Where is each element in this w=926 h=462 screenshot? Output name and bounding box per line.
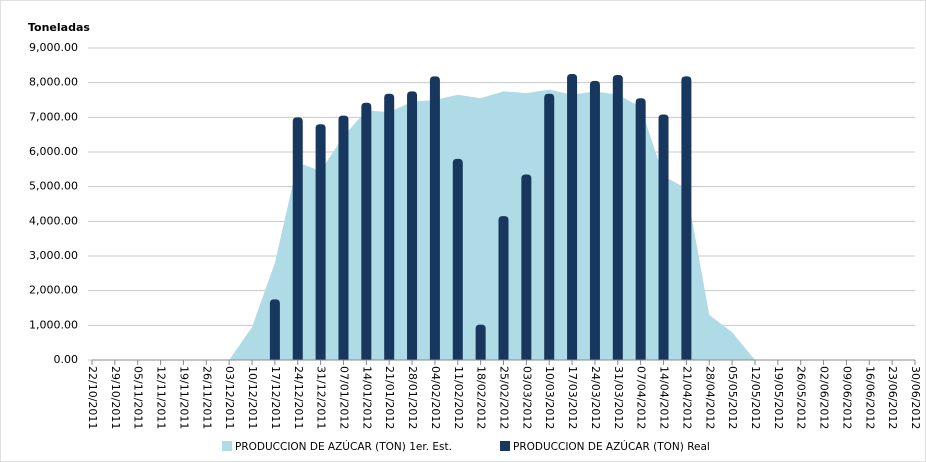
legend-swatch: [222, 441, 232, 451]
x-tick-label: 17/12/2011: [269, 366, 282, 429]
x-tick-label: 28/04/2012: [703, 366, 716, 429]
bar: [292, 117, 303, 360]
bar: [658, 114, 669, 360]
bar: [384, 93, 395, 360]
x-tick-label: 02/06/2012: [818, 366, 831, 429]
x-tick-label: 05/11/2011: [132, 366, 145, 429]
x-tick-label: 10/12/2011: [246, 366, 259, 429]
x-tick-label: 04/02/2012: [429, 366, 442, 429]
bar: [681, 76, 692, 360]
y-tick-label: 3,000.00: [29, 249, 78, 262]
x-tick-label: 19/05/2012: [772, 366, 785, 429]
x-tick-label: 31/03/2012: [612, 366, 625, 429]
bar: [361, 102, 372, 361]
y-tick-label: 8,000.00: [29, 76, 78, 89]
x-tick-label: 03/03/2012: [520, 366, 533, 429]
bar: [429, 76, 440, 360]
y-tick-label: 5,000.00: [29, 180, 78, 193]
x-tick-label: 07/01/2012: [337, 366, 350, 429]
bar: [269, 299, 280, 360]
legend-label: PRODUCCION DE AZÚCAR (TON) Real: [513, 440, 710, 453]
x-tick-label: 28/01/2012: [406, 366, 419, 429]
x-tick-label: 03/12/2011: [223, 366, 236, 429]
y-tick-label: 4,000.00: [29, 214, 78, 227]
bar: [452, 158, 463, 360]
x-tick-label: 24/12/2011: [292, 366, 305, 429]
x-tick-label: 21/04/2012: [680, 366, 693, 429]
x-tick-label: 12/11/2011: [155, 366, 168, 429]
x-tick-label: 09/06/2012: [840, 366, 853, 429]
x-tick-label: 23/06/2012: [886, 366, 899, 429]
x-tick-label: 11/02/2012: [452, 366, 465, 429]
bar: [567, 74, 578, 360]
bar: [635, 98, 646, 361]
x-tick-label: 10/03/2012: [543, 366, 556, 429]
bar: [612, 75, 623, 360]
x-tick-label: 05/05/2012: [726, 366, 739, 429]
bar: [407, 91, 418, 360]
bar: [521, 174, 532, 360]
y-axis-label: Toneladas: [28, 21, 90, 34]
y-tick-label: 0.00: [54, 353, 79, 366]
bar: [498, 216, 509, 360]
x-tick-label: 12/05/2012: [749, 366, 762, 429]
y-tick-label: 7,000.00: [29, 110, 78, 123]
x-tick-label: 18/02/2012: [475, 366, 488, 429]
x-tick-label: 17/03/2012: [566, 366, 579, 429]
bar: [589, 80, 600, 360]
y-tick-label: 9,000.00: [29, 41, 78, 54]
bar: [475, 324, 486, 360]
x-tick-label: 25/02/2012: [498, 366, 511, 429]
x-tick-label: 26/05/2012: [795, 366, 808, 429]
x-tick-label: 22/10/2011: [86, 366, 99, 429]
x-tick-label: 16/06/2012: [863, 366, 876, 429]
x-tick-label: 30/06/2012: [909, 366, 922, 429]
y-tick-label: 6,000.00: [29, 145, 78, 158]
x-tick-label: 29/10/2011: [109, 366, 122, 429]
legend-swatch: [500, 441, 510, 451]
bar: [544, 93, 555, 360]
x-tick-label: 31/12/2011: [315, 366, 328, 429]
x-tick-label: 26/11/2011: [200, 366, 213, 429]
x-tick-label: 21/01/2012: [383, 366, 396, 429]
legend-label: PRODUCCION DE AZÚCAR (TON) 1er. Est.: [235, 440, 452, 453]
bar: [315, 124, 326, 361]
bar: [338, 115, 349, 360]
x-tick-label: 07/04/2012: [635, 366, 648, 429]
x-tick-label: 24/03/2012: [589, 366, 602, 429]
x-tick-label: 14/04/2012: [658, 366, 671, 429]
x-tick-label: 19/11/2011: [177, 366, 190, 429]
x-tick-label: 14/01/2012: [360, 366, 373, 429]
y-tick-label: 1,000.00: [29, 318, 78, 331]
y-tick-label: 2,000.00: [29, 284, 78, 297]
